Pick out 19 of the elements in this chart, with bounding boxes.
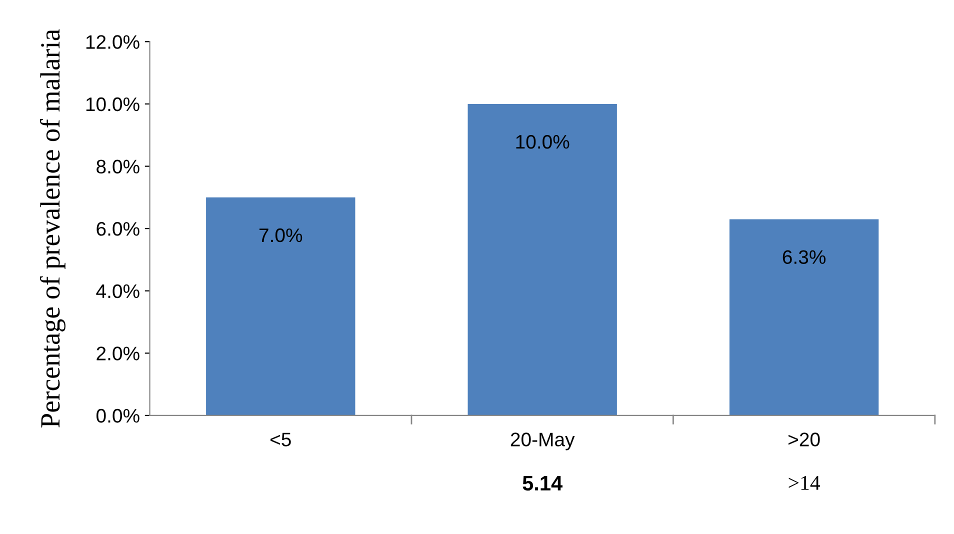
data-label: 10.0% [516,134,570,149]
y-tick-label: 8.0% [96,160,140,174]
text: >14 [788,476,820,490]
bar [729,219,879,416]
text: 5.14 [522,476,563,491]
y-tick-label: 0.0% [96,408,140,423]
y-tick-label: 12.0% [86,35,140,49]
y-axis-title: Percentage of prevalence of malaria [40,29,66,428]
bar [206,197,356,416]
bar [468,104,617,416]
data-label: 7.0% [259,228,302,242]
y-tick-label: 2.0% [96,346,140,360]
x-tick-label: >20 [788,432,820,446]
x-tick-label: 20-May [510,432,575,450]
data-label: 6.3% [782,250,826,264]
y-tick-label: 6.0% [96,222,140,236]
y-tick-label: 10.0% [86,97,140,112]
y-tick-label: 4.0% [96,284,140,298]
x-tick-label: <5 [270,432,291,446]
